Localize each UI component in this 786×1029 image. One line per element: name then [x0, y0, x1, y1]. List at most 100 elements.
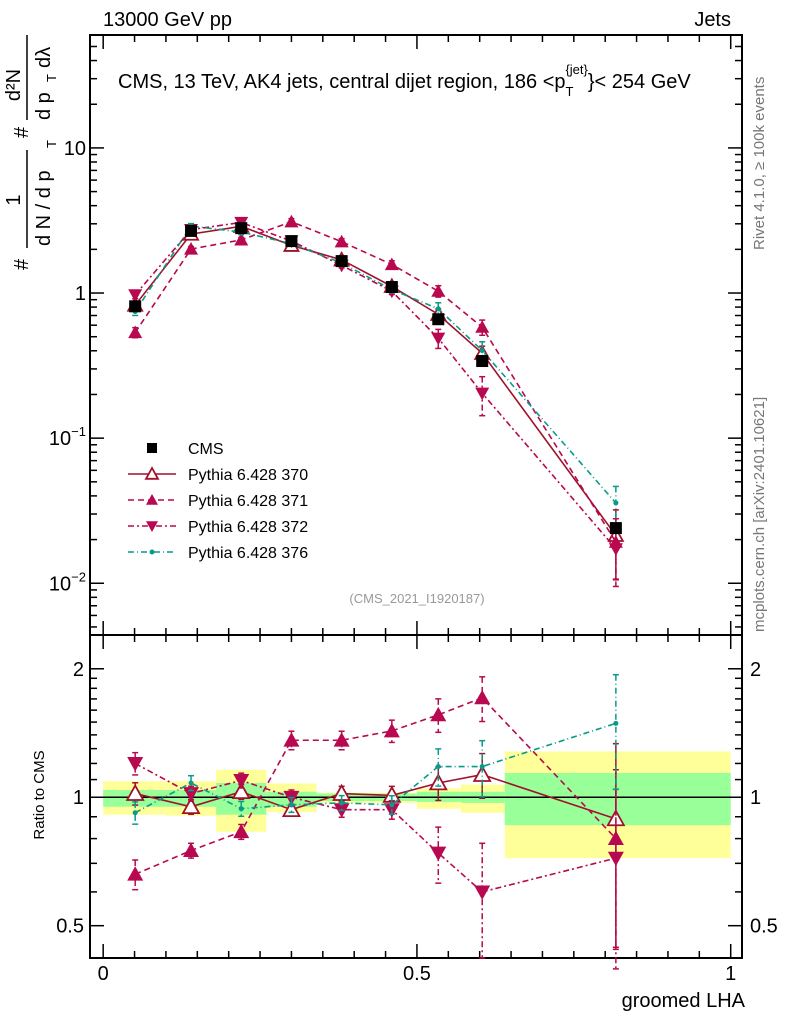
header-left: 13000 GeV pp — [103, 9, 232, 31]
series-line — [134, 225, 617, 504]
series-p371 — [127, 214, 624, 951]
legend-entry: CMS — [147, 441, 224, 458]
side-text-top: Rivet 4.1.0, ≥ 100k events — [751, 77, 768, 250]
side-text-bottom: mcplots.cern.ch [arXiv:2401.10621] — [751, 397, 768, 632]
ylabel-sub-t2: T — [44, 74, 59, 82]
legend-entry: Pythia 6.428 370 — [128, 466, 308, 484]
marker-square — [476, 355, 489, 368]
legend-label: Pythia 6.428 370 — [188, 467, 308, 484]
marker-triangle-up — [146, 494, 158, 505]
marker-triangle-up — [474, 689, 491, 705]
marker-dot — [479, 764, 485, 770]
marker-dot — [435, 764, 441, 770]
marker-dot — [188, 780, 194, 786]
marker-triangle-down — [431, 332, 446, 346]
marker-square — [335, 255, 348, 268]
ratio-line — [134, 696, 617, 875]
marker-triangle-up — [334, 234, 349, 248]
title-sub: T — [566, 84, 574, 99]
marker-triangle-down — [608, 543, 623, 556]
marker-triangle-up — [184, 242, 199, 255]
marker-dot — [435, 306, 441, 312]
marker-dot — [132, 810, 138, 816]
title-sup: {jet} — [565, 62, 588, 77]
marker-dot — [288, 802, 294, 808]
legend-label: Pythia 6.428 371 — [188, 493, 308, 510]
marker-dot — [479, 348, 485, 354]
marker-triangle-up — [234, 232, 249, 246]
marker-triangle-up — [333, 732, 350, 747]
marker-open-triangle — [181, 796, 201, 815]
x-tick-label: 0.5 — [403, 963, 431, 985]
ylabel-dn-dpt: d N / d p — [33, 170, 55, 246]
marker-dot — [339, 800, 345, 806]
y-tick-exp: −2 — [71, 569, 86, 584]
y-tick-base: 10 — [64, 138, 86, 160]
marker-square — [235, 222, 248, 235]
y-axis-label: # 1 d N / d p T # d²N d p T dλ — [3, 35, 59, 270]
marker-triangle-up — [431, 284, 446, 297]
ratio-y-label: Ratio to CMS — [31, 750, 48, 839]
marker-triangle-down — [233, 774, 250, 789]
marker-triangle-up — [128, 325, 143, 339]
legend: CMS Pythia 6.428 370 Pythia 6.428 371 Pythi… — [128, 441, 308, 562]
ratio-line — [134, 722, 617, 814]
marker-triangle-up — [233, 823, 250, 839]
marker-open-triangle — [231, 781, 251, 800]
marker-dot — [613, 720, 619, 726]
marker-triangle-down — [146, 521, 158, 532]
marker-triangle-up — [127, 866, 144, 881]
y-tick-label: 10 — [64, 138, 86, 160]
legend-entry: Pythia 6.428 371 — [128, 493, 308, 510]
ylabel-dpt: d p — [33, 92, 55, 120]
series-cms — [129, 222, 622, 535]
marker-triangle-up — [284, 214, 299, 228]
marker-triangle-down — [474, 885, 491, 900]
marker-dot — [238, 806, 244, 812]
marker-triangle-down — [475, 387, 490, 401]
marker-square — [147, 443, 157, 453]
marker-open-triangle — [281, 799, 301, 817]
marker-square — [285, 235, 298, 248]
ylabel-one: 1 — [3, 194, 25, 205]
title-tail: }< 254 GeV — [588, 71, 692, 93]
legend-label: Pythia 6.428 372 — [188, 519, 308, 536]
series-line — [134, 225, 617, 536]
marker-triangle-down — [430, 846, 447, 862]
y-tick-base: 10 — [49, 428, 71, 450]
ylabel-sub-t: T — [44, 140, 59, 148]
marker-dot — [149, 549, 155, 555]
marker-triangle-down — [607, 851, 624, 867]
plot-title: CMS, 13 TeV, AK4 jets, central dijet reg… — [118, 62, 691, 99]
marker-triangle-up — [383, 722, 400, 738]
marker-triangle-up — [183, 842, 200, 857]
series-line — [134, 220, 617, 543]
marker-triangle-up — [283, 732, 300, 747]
marker-square — [185, 224, 198, 237]
ylabel-hash: # — [11, 258, 33, 270]
marker-triangle-up — [430, 706, 447, 722]
y-tick-label: 10−1 — [49, 424, 86, 450]
marker-open-triangle — [125, 783, 145, 801]
data-marks — [125, 214, 626, 970]
marker-triangle-up — [607, 830, 624, 845]
marker-square — [385, 281, 398, 294]
ratio-tick-label: 2 — [750, 659, 761, 681]
y-tick-base: 10 — [49, 573, 71, 595]
marker-dot — [613, 500, 619, 506]
marker-triangle-up — [384, 257, 399, 271]
ratio-tick-label: 1 — [73, 787, 84, 809]
marker-triangle-up — [475, 320, 490, 333]
x-tick-label: 0 — [98, 963, 109, 985]
y-tick-exp: −1 — [71, 424, 86, 439]
marker-square — [432, 313, 445, 326]
marker-square — [129, 300, 142, 313]
y-tick-label: 1 — [75, 283, 86, 305]
ratio-tick-label: 2 — [73, 659, 84, 681]
marker-triangle-down — [183, 787, 200, 802]
marker-triangle-down — [128, 289, 143, 302]
ylabel-dlambda: dλ — [33, 47, 55, 68]
x-tick-label: 1 — [725, 963, 736, 985]
